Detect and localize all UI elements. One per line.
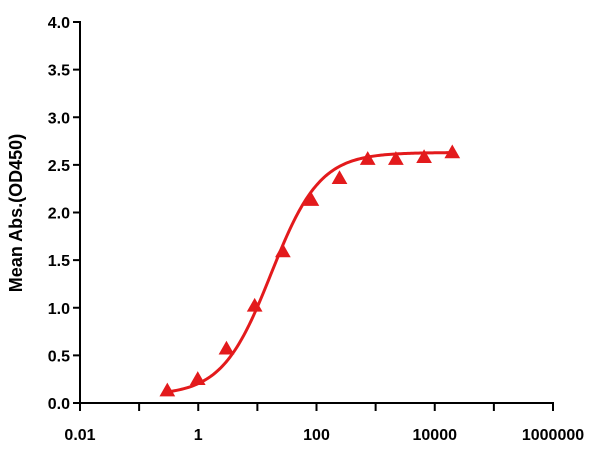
y-tick-label: 0.0 [48,396,70,413]
data-point [359,151,376,165]
data-point [331,170,348,184]
data-point [303,192,320,206]
data-point [159,382,176,397]
data-point [388,151,404,165]
x-tick-label: 10000 [413,427,458,444]
y-tick-label: 1.5 [48,253,70,270]
x-axis: 0.01 1 100 10000 1000000 [64,402,584,444]
x-tick-label: 0.01 [64,427,95,444]
data-point [444,144,461,159]
y-tick-label: 4.0 [48,15,70,32]
x-tick-label: 1 [194,427,203,444]
data-point [275,243,291,258]
y-tick-label: 3.5 [48,63,70,80]
x-tick-label: 1000000 [522,427,584,444]
y-tick-label: 2.0 [48,206,70,223]
data-point [189,371,206,385]
data-point [218,340,235,355]
data-point [246,297,263,312]
fit-curve [167,151,453,394]
y-axis-title: Mean Abs.(OD450) [6,134,26,292]
y-tick-label: 3.0 [48,110,70,127]
y-tick-label: 1.0 [48,301,70,318]
y-axis: 0.0 0.5 1.0 1.5 2.0 2.5 3.0 3.5 4.0 [48,15,81,413]
x-tick-label: 100 [303,427,330,444]
data-point [416,149,432,163]
y-tick-label: 2.5 [48,158,70,175]
y-tick-label: 0.5 [48,348,70,365]
plot-area [159,144,461,397]
